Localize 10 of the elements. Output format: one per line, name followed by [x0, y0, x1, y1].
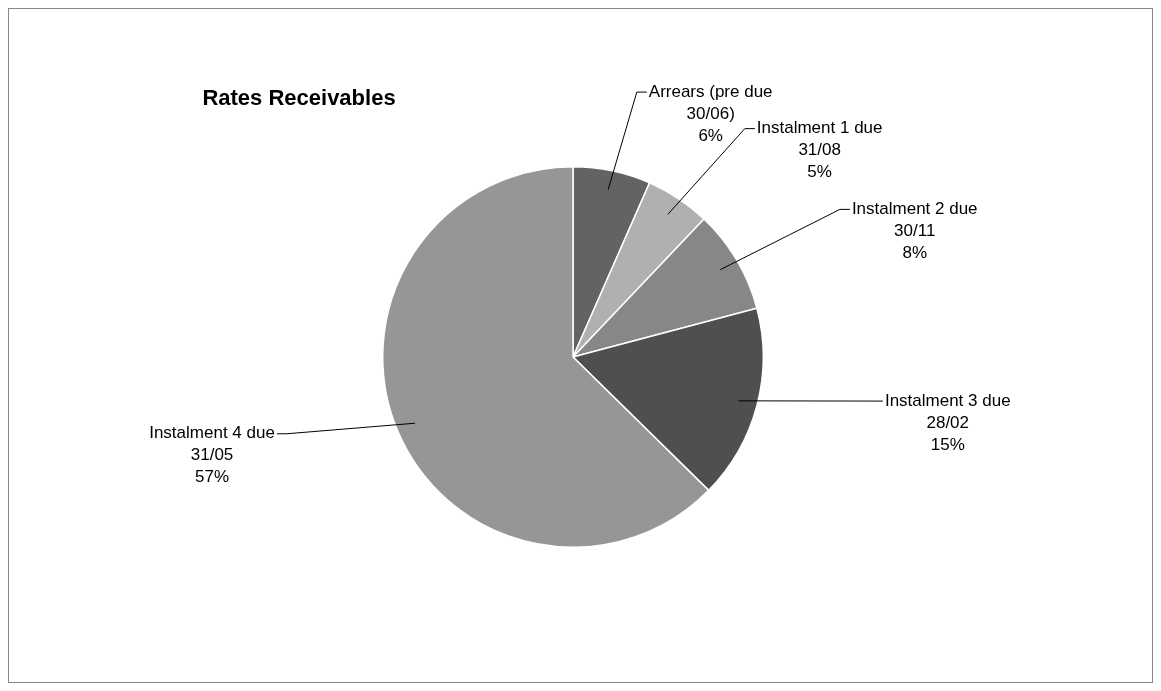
data-label: 15%	[930, 434, 965, 454]
data-label: 8%	[902, 243, 928, 263]
data-label: 57%	[195, 467, 230, 487]
slice-label: Instalment 4 due 31/05	[149, 423, 275, 465]
slice-label: Instalment 1 due 31/08	[756, 118, 883, 160]
data-label: 6%	[698, 125, 723, 145]
chart-title: Rates Receivables	[202, 85, 396, 111]
slice-label: Instalment 3 due 28/02	[884, 390, 1011, 432]
data-label: 5%	[807, 162, 832, 182]
slice-label: Instalment 2 due 30/11	[851, 199, 978, 241]
